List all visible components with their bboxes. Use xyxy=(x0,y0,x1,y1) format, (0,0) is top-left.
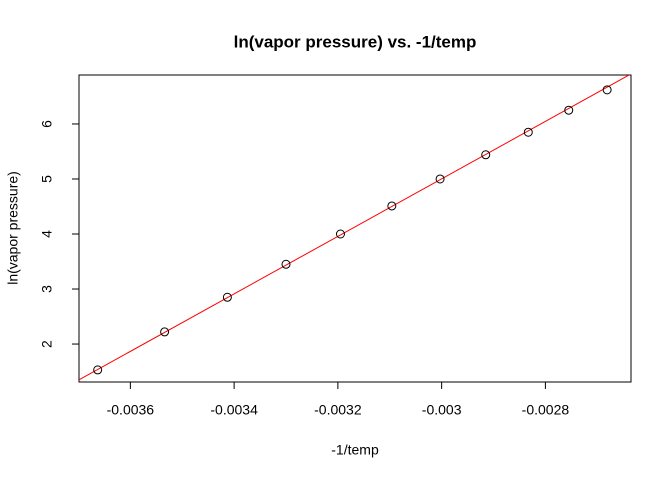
x-tick-label: -0.0028 xyxy=(522,402,570,418)
point xyxy=(160,327,170,337)
point xyxy=(481,150,491,160)
y-tick-label: 5 xyxy=(39,175,55,183)
point xyxy=(335,229,345,239)
point xyxy=(93,365,103,375)
y-axis-label: ln(vapor pressure) xyxy=(5,171,21,285)
point xyxy=(602,85,612,95)
point xyxy=(387,201,397,211)
y-tick-label: 4 xyxy=(39,230,55,238)
x-tick-label: -0.0032 xyxy=(314,402,362,418)
x-tick-label: -0.003 xyxy=(422,402,462,418)
y-tick-label: 6 xyxy=(39,120,55,128)
point xyxy=(523,127,533,137)
x-tick-label: -0.0036 xyxy=(107,402,155,418)
chart-title: ln(vapor pressure) vs. -1/temp xyxy=(234,32,477,51)
point xyxy=(564,105,574,115)
y-tick-label: 2 xyxy=(39,340,55,348)
point xyxy=(435,174,445,184)
x-axis-label: -1/temp xyxy=(331,442,379,458)
point xyxy=(222,292,232,302)
y-tick-label: 3 xyxy=(39,285,55,293)
fit-line xyxy=(79,75,631,381)
point xyxy=(281,259,291,269)
plot-frame xyxy=(78,74,632,383)
x-tick-label: -0.0034 xyxy=(210,402,258,418)
